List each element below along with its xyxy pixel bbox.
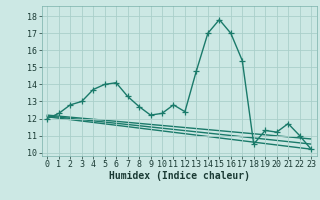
X-axis label: Humidex (Indice chaleur): Humidex (Indice chaleur) (109, 171, 250, 181)
